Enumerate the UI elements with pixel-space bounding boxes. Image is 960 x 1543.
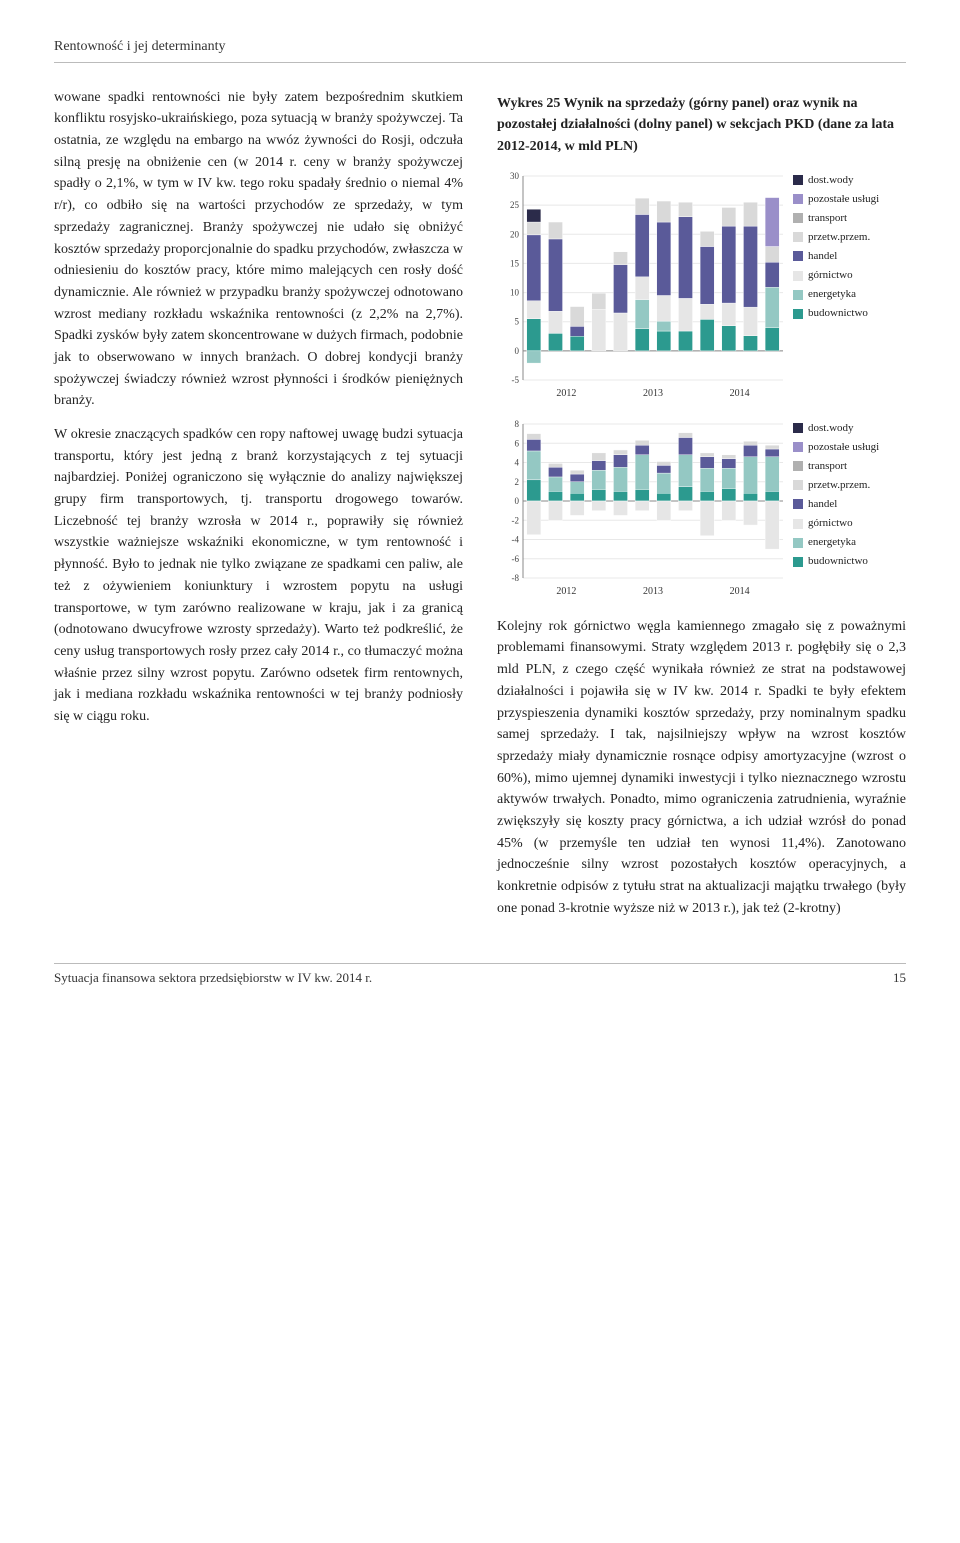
body-paragraph-2: W okresie znaczących spadków cen ropy na… (54, 424, 463, 728)
legend-item: przetw.przem. (793, 477, 879, 494)
svg-text:-6: -6 (512, 554, 520, 564)
legend-label: górnictwo (808, 267, 853, 284)
bottom-chart-svg: -8 -6 -4 -2 0 2 4 6 8 2012 2013 2014 (497, 418, 787, 598)
footer-page-number: 15 (893, 968, 906, 988)
legend-swatch (793, 213, 803, 223)
svg-text:2012: 2012 (556, 388, 576, 399)
legend-swatch (793, 290, 803, 300)
legend-label: przetw.przem. (808, 229, 870, 246)
page-footer: Sytuacja finansowa sektora przedsiębiors… (54, 963, 906, 988)
legend-item: transport (793, 458, 879, 475)
legend-item: pozostałe usługi (793, 439, 879, 456)
legend-swatch (793, 538, 803, 548)
svg-text:2013: 2013 (643, 586, 663, 597)
svg-text:25: 25 (510, 200, 520, 210)
svg-text:8: 8 (515, 419, 520, 429)
legend-swatch (793, 499, 803, 509)
svg-text:2014: 2014 (730, 586, 750, 597)
chart-legend-top: dost.wody pozostałe usługi transport przetw… (793, 170, 879, 324)
legend-label: transport (808, 458, 847, 475)
legend-label: budownictwo (808, 553, 868, 570)
legend-swatch (793, 480, 803, 490)
right-column: Wykres 25 Wynik na sprzedaży (górny pane… (497, 87, 906, 932)
svg-text:0: 0 (515, 346, 520, 356)
legend-label: energetyka (808, 534, 856, 551)
legend-swatch (793, 309, 803, 319)
svg-text:2013: 2013 (643, 388, 663, 399)
two-column-layout: wowane spadki rentowności nie były zatem… (54, 87, 906, 932)
legend-item: transport (793, 210, 879, 227)
legend-label: handel (808, 496, 837, 513)
svg-text:2012: 2012 (556, 586, 576, 597)
legend-swatch (793, 423, 803, 433)
svg-text:6: 6 (515, 438, 520, 448)
svg-text:4: 4 (515, 457, 520, 467)
legend-label: budownictwo (808, 305, 868, 322)
legend-item: handel (793, 496, 879, 513)
svg-text:-2: -2 (512, 515, 520, 525)
svg-text:-8: -8 (512, 573, 520, 583)
svg-text:-5: -5 (512, 375, 520, 385)
legend-item: energetyka (793, 534, 879, 551)
legend-item: energetyka (793, 286, 879, 303)
svg-text:5: 5 (515, 316, 520, 326)
legend-item: budownictwo (793, 305, 879, 322)
svg-text:10: 10 (510, 287, 520, 297)
left-column: wowane spadki rentowności nie były zatem… (54, 87, 463, 932)
top-chart: -5 0 5 10 15 20 25 30 2012 2013 2014 dost.wody pozo… (497, 170, 906, 400)
legend-swatch (793, 557, 803, 567)
legend-label: pozostałe usługi (808, 191, 879, 208)
svg-text:2: 2 (515, 477, 520, 487)
chart-legend-bottom: dost.wody pozostałe usługi transport przetw… (793, 418, 879, 572)
top-chart-svg: -5 0 5 10 15 20 25 30 2012 2013 2014 (497, 170, 787, 400)
page-header: Rentowność i jej determinanty (54, 36, 906, 63)
svg-text:2014: 2014 (730, 388, 750, 399)
legend-item: dost.wody (793, 420, 879, 437)
body-paragraph-1: wowane spadki rentowności nie były zatem… (54, 87, 463, 412)
legend-label: górnictwo (808, 515, 853, 532)
legend-swatch (793, 519, 803, 529)
legend-label: transport (808, 210, 847, 227)
legend-swatch (793, 232, 803, 242)
legend-label: dost.wody (808, 172, 854, 189)
legend-label: energetyka (808, 286, 856, 303)
svg-text:30: 30 (510, 171, 520, 181)
svg-text:-4: -4 (512, 534, 520, 544)
legend-swatch (793, 194, 803, 204)
right-body-paragraph: Kolejny rok górnictwo węgla kamiennego z… (497, 616, 906, 920)
legend-swatch (793, 175, 803, 185)
legend-item: górnictwo (793, 267, 879, 284)
legend-item: przetw.przem. (793, 229, 879, 246)
legend-item: handel (793, 248, 879, 265)
footer-left: Sytuacja finansowa sektora przedsiębiors… (54, 968, 372, 988)
legend-label: handel (808, 248, 837, 265)
legend-item: dost.wody (793, 172, 879, 189)
bottom-chart: -8 -6 -4 -2 0 2 4 6 8 2012 2013 2014 dost.wody pozos… (497, 418, 906, 598)
legend-label: pozostałe usługi (808, 439, 879, 456)
legend-item: górnictwo (793, 515, 879, 532)
legend-swatch (793, 442, 803, 452)
legend-swatch (793, 251, 803, 261)
svg-text:20: 20 (510, 229, 520, 239)
legend-swatch (793, 461, 803, 471)
legend-item: pozostałe usługi (793, 191, 879, 208)
chart-title: Wykres 25 Wynik na sprzedaży (górny pane… (497, 93, 906, 158)
legend-label: dost.wody (808, 420, 854, 437)
legend-label: przetw.przem. (808, 477, 870, 494)
svg-text:15: 15 (510, 258, 520, 268)
legend-swatch (793, 271, 803, 281)
svg-text:0: 0 (515, 496, 520, 506)
legend-item: budownictwo (793, 553, 879, 570)
